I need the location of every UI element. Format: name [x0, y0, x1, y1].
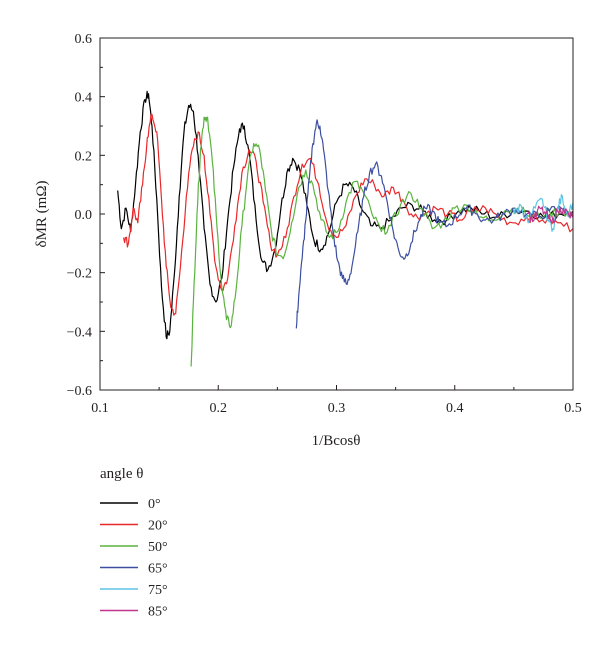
x-tick-label: 0.5 [564, 401, 582, 416]
legend-item: 50° [100, 540, 168, 555]
legend-label: 0° [148, 497, 161, 512]
series-line-3 [295, 119, 574, 329]
x-tick-label: 0.3 [328, 401, 346, 416]
y-tick-label: 0.6 [75, 32, 93, 47]
series-line-0 [117, 90, 574, 340]
x-tick-label: 0.1 [91, 401, 109, 416]
legend: 0° 20° 50° 65° 75° 85° [100, 497, 168, 620]
x-axis-title: 1/Bcosθ [312, 433, 361, 449]
y-tick-label: −0.2 [67, 267, 92, 282]
ticks-layer: 0.1 0.2 0.3 0.4 0.5 0.6 0.4 0.2 0.0 −0.2 −0.4 −0.6 [67, 32, 582, 416]
y-tick-label: −0.6 [67, 384, 92, 399]
series-line-2 [190, 116, 574, 367]
legend-label: 75° [148, 583, 168, 598]
legend-label: 20° [148, 519, 168, 534]
series-line-1 [123, 113, 574, 316]
legend-item: 20° [100, 519, 168, 534]
x-tick-label: 0.2 [210, 401, 228, 416]
legend-label: 85° [148, 605, 168, 620]
legend-label: 65° [148, 562, 168, 577]
y-tick-label: 0.2 [75, 149, 93, 164]
series-line-5 [527, 205, 574, 224]
x-tick-label: 0.4 [446, 401, 464, 416]
y-axis-title: δMR (mΩ) [34, 181, 50, 248]
y-tick-label: −0.4 [67, 325, 92, 340]
legend-item: 75° [100, 583, 168, 598]
y-tick-label: 0.4 [75, 91, 93, 106]
series-layer [117, 90, 574, 367]
legend-title: angle θ [100, 466, 143, 482]
legend-label: 50° [148, 540, 168, 555]
legend-item: 85° [100, 605, 168, 620]
legend-item: 0° [100, 497, 161, 512]
series-line-4 [513, 194, 574, 232]
legend-item: 65° [100, 562, 168, 577]
y-tick-label: 0.0 [75, 208, 93, 223]
